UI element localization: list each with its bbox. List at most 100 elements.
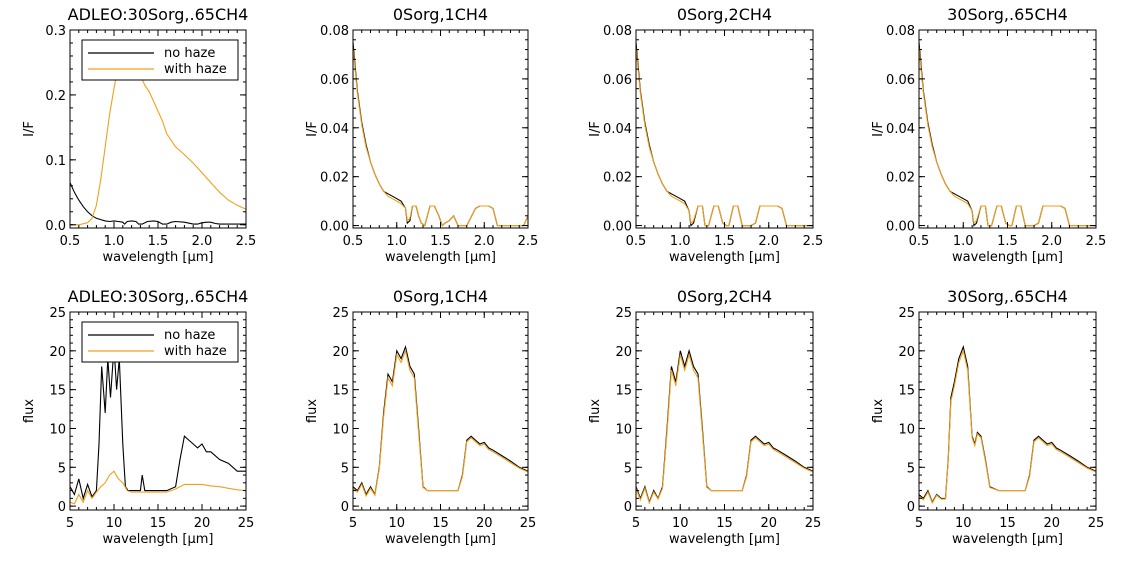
x-tick-label: 1.5 <box>148 234 169 249</box>
y-tick-label: 0.08 <box>603 24 632 39</box>
y-axis-label: flux <box>22 399 37 423</box>
series-line-with-haze <box>353 47 528 227</box>
panel-4: 0.5 1.0 1.5 2.0 2.5 0.00 0.02 0.04 0.06 0.08 30Sor… <box>871 5 1106 265</box>
panel-title: 0Sorg,2CH4 <box>677 287 772 306</box>
x-tick-label: 10 <box>955 516 972 531</box>
axes-frame <box>918 311 1097 511</box>
series-line-with-haze <box>70 470 246 505</box>
x-tick-label: 5 <box>66 516 74 531</box>
series-line-no-haze <box>353 42 528 227</box>
y-tick-label: 25 <box>615 306 632 321</box>
x-tick-label: 1.0 <box>386 234 407 249</box>
y-tick-label: 5 <box>58 461 66 476</box>
y-tick-label: 20 <box>615 345 632 360</box>
axes-frame <box>918 29 1097 229</box>
y-tick-label: 0.3 <box>45 24 66 39</box>
x-tick-label: 25 <box>1088 516 1105 531</box>
axes-frame <box>635 29 814 229</box>
x-tick-label: 2.5 <box>236 234 257 249</box>
x-axis-label: wavelength [μm] <box>669 250 780 265</box>
legend-label: no haze <box>164 328 215 343</box>
panel-2: 0.5 1.0 1.5 2.0 2.5 0.00 0.02 0.04 0.06 0.08 0Sorg… <box>305 5 538 265</box>
y-tick-label: 0.06 <box>886 73 915 88</box>
panel-title: 30Sorg,.65CH4 <box>947 287 1068 306</box>
y-tick-label: 5 <box>907 461 915 476</box>
panel-8: 5 10 15 20 25051015202530Sorg,.65CH4waveleng… <box>871 287 1104 547</box>
y-tick-label: 0.08 <box>886 24 915 39</box>
y-tick-label: 0.02 <box>886 171 915 186</box>
x-tick-label: 15 <box>716 516 733 531</box>
y-axis-label: I/F <box>22 121 37 137</box>
panel-title: ADLEO:30Sorg,.65CH4 <box>68 5 249 24</box>
y-tick-label: 0 <box>58 500 66 515</box>
panel-title: 0Sorg,2CH4 <box>677 5 772 24</box>
y-tick-label: 25 <box>49 306 66 321</box>
x-tick-label: 5 <box>349 516 357 531</box>
x-tick-label: 1.0 <box>670 234 691 249</box>
y-tick-label: 0.00 <box>320 220 349 235</box>
panel-1: 0.5 1.0 1.5 2.0 2.5 0.0 0.1 0.2 0.3ADLEO:30Sorg,… <box>22 5 256 265</box>
y-tick-label: 15 <box>898 384 915 399</box>
x-axis-label: wavelength [μm] <box>103 250 214 265</box>
series-line-no-haze <box>636 348 813 504</box>
series-line-with-haze <box>919 47 1096 227</box>
y-tick-label: 5 <box>624 461 632 476</box>
axes-frame <box>352 311 529 511</box>
x-tick-label: 15 <box>432 516 449 531</box>
x-tick-label: 2.5 <box>518 234 539 249</box>
series-line-with-haze <box>636 47 813 227</box>
y-tick-label: 0 <box>624 500 632 515</box>
x-tick-label: 5 <box>915 516 923 531</box>
y-tick-label: 0.06 <box>603 73 632 88</box>
x-tick-label: 25 <box>805 516 822 531</box>
y-tick-label: 20 <box>49 345 66 360</box>
series-line-with-haze <box>70 55 246 226</box>
series-line-no-haze <box>70 182 246 225</box>
x-tick-label: 0.5 <box>343 234 364 249</box>
x-tick-label: 20 <box>1043 516 1060 531</box>
series-line-no-haze <box>636 42 813 227</box>
series-line-no-haze <box>919 42 1096 227</box>
series-line-with-haze <box>353 348 528 498</box>
y-tick-label: 0.06 <box>320 73 349 88</box>
y-tick-label: 0.02 <box>603 171 632 186</box>
x-axis-label: wavelength [μm] <box>385 250 496 265</box>
x-axis-label: wavelength [μm] <box>385 532 496 547</box>
panel-3: 0.5 1.0 1.5 2.0 2.5 0.00 0.02 0.04 0.06 0.08 0Sorg… <box>588 5 823 265</box>
y-tick-label: 0.02 <box>320 171 349 186</box>
legend-box <box>81 39 239 81</box>
panel-6: 5 10 15 20 2505101520250Sorg,1CH4wavelength … <box>305 287 536 547</box>
x-axis-label: wavelength [μm] <box>103 532 214 547</box>
x-tick-label: 1.0 <box>953 234 974 249</box>
x-tick-label: 25 <box>238 516 255 531</box>
x-tick-label: 10 <box>388 516 405 531</box>
x-tick-label: 2.5 <box>803 234 824 249</box>
y-tick-label: 0.1 <box>45 154 66 169</box>
y-tick-label: 10 <box>332 422 349 437</box>
x-tick-label: 2.5 <box>1086 234 1107 249</box>
y-tick-label: 0.00 <box>886 220 915 235</box>
x-axis-label: wavelength [μm] <box>952 250 1063 265</box>
x-tick-label: 2.0 <box>758 234 779 249</box>
y-tick-label: 10 <box>615 422 632 437</box>
series-line-with-haze <box>636 352 813 505</box>
panel-7: 5 10 15 20 2505101520250Sorg,2CH4wavelength … <box>588 287 821 547</box>
y-axis-label: flux <box>588 399 603 423</box>
axes-frame <box>352 29 529 229</box>
y-tick-label: 10 <box>49 422 66 437</box>
y-axis-label: I/F <box>588 121 603 137</box>
x-tick-label: 20 <box>760 516 777 531</box>
x-tick-label: 1.5 <box>714 234 735 249</box>
y-tick-label: 15 <box>332 384 349 399</box>
legend-box <box>81 321 239 363</box>
y-axis-label: flux <box>871 399 886 423</box>
y-tick-label: 0.2 <box>45 89 66 104</box>
x-axis-label: wavelength [μm] <box>952 532 1063 547</box>
series-line-no-haze <box>70 346 246 501</box>
y-tick-label: 0 <box>341 500 349 515</box>
y-tick-label: 0 <box>907 500 915 515</box>
x-tick-label: 2.0 <box>474 234 495 249</box>
x-tick-label: 2.0 <box>1041 234 1062 249</box>
panel-5: 5 10 15 20 250510152025ADLEO:30Sorg,.65CH4wa… <box>22 287 254 547</box>
series-line-with-haze <box>919 348 1096 505</box>
